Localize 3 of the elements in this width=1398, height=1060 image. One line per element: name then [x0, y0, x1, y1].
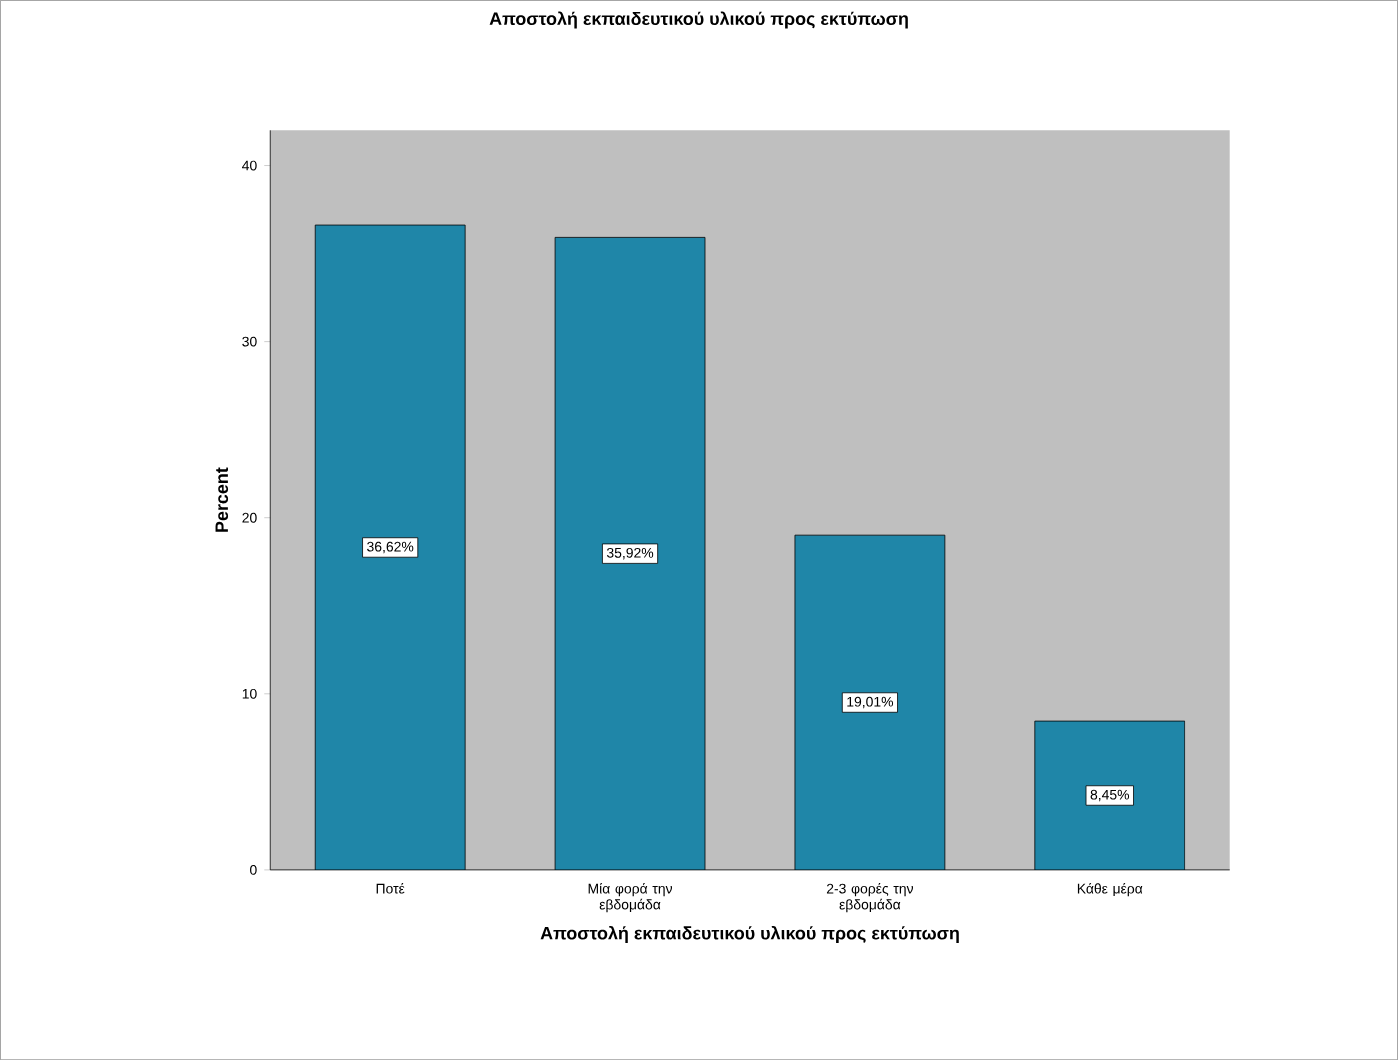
x-axis-title: Αποστολή εκπαιδευτικού υλικού προς εκτύπωση	[540, 925, 959, 943]
chart-title: Αποστολή εκπαιδευτικού υλικού προς εκτύπωση	[489, 11, 908, 29]
y-axis-title: Percent	[215, 467, 229, 532]
